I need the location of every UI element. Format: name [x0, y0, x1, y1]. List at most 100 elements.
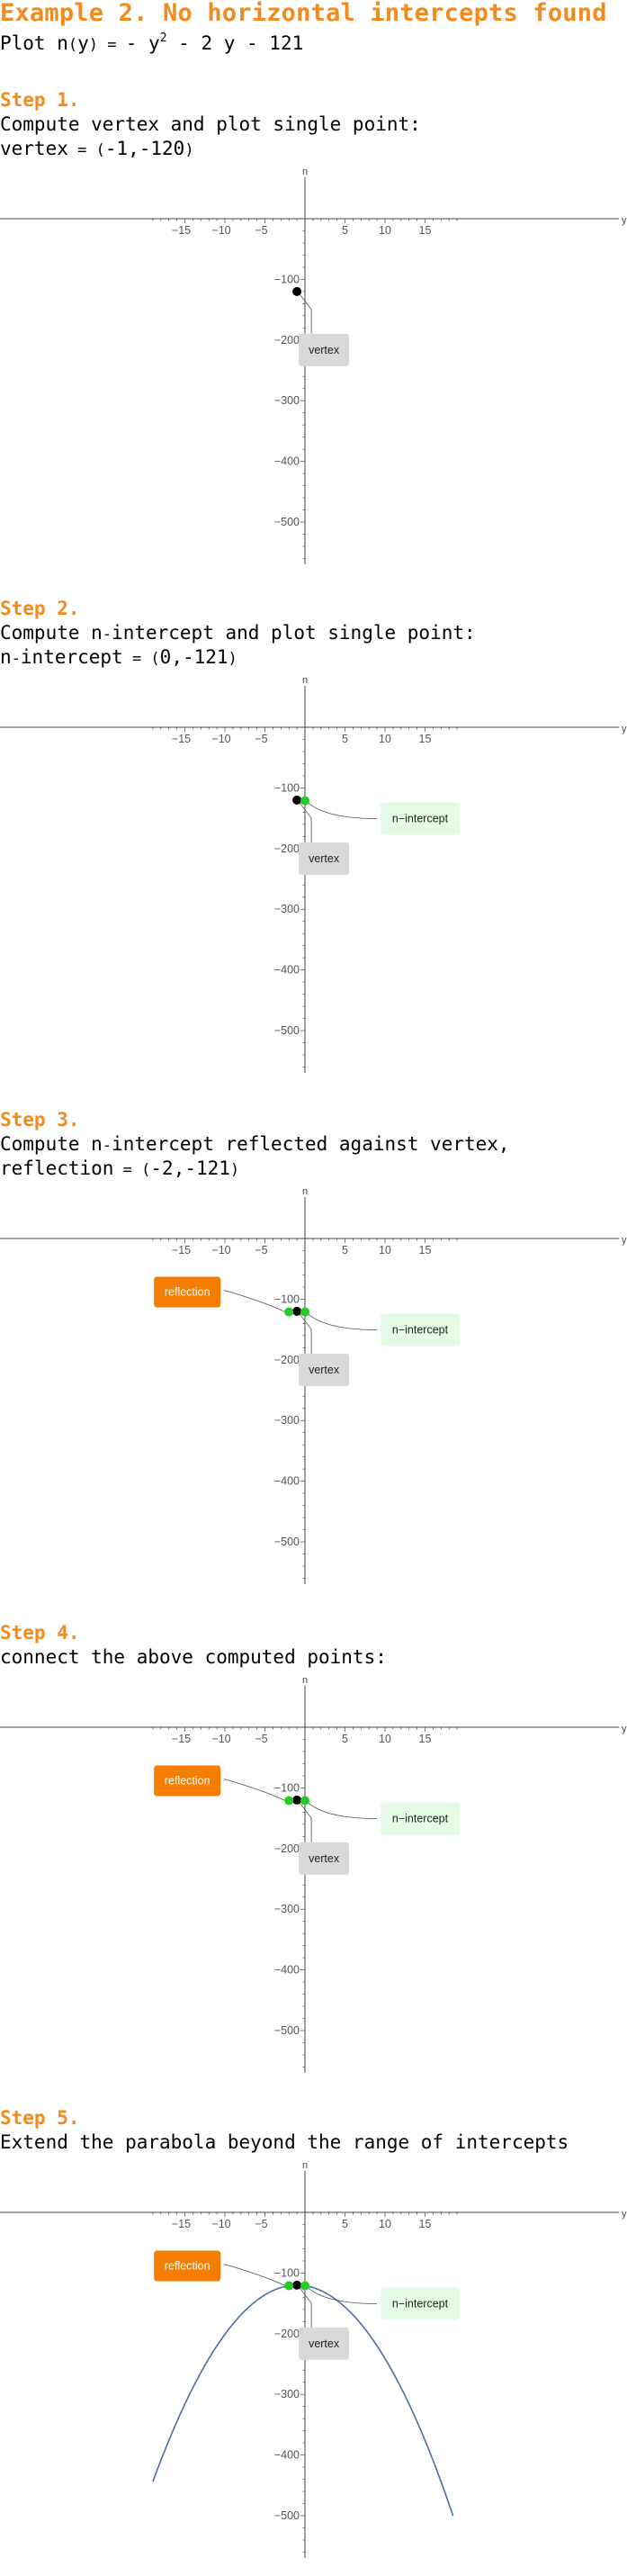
- callout-box: [299, 1842, 350, 1875]
- y-axis-label: n: [302, 2160, 308, 2171]
- y-tick-label: −400: [274, 1475, 300, 1488]
- x-tick-label: 15: [419, 733, 432, 745]
- x-tick-label: −5: [255, 1244, 267, 1256]
- x-tick-label: −15: [172, 224, 191, 237]
- y-tick-label: −500: [274, 2024, 300, 2037]
- plot-prefix: Plot: [0, 32, 58, 54]
- n-intercept-label: n−intercept: [381, 1313, 460, 1347]
- chart: y n −15 −10 −5 5 10 15 −100 −200 −300 −400 −500 verte…: [0, 1186, 627, 1584]
- step-text: Compute n-intercept and plot single poin…: [0, 622, 476, 644]
- y-tick-label: −200: [274, 2328, 300, 2340]
- data-point: [284, 1796, 294, 1806]
- callout-text: vertex: [309, 1364, 340, 1376]
- step-heading: Step 2.: [0, 598, 80, 619]
- data-point: [300, 1307, 309, 1317]
- x-tick-label: 10: [379, 1733, 391, 1745]
- callout-text: n−intercept: [392, 1813, 449, 1825]
- y-tick-label: −300: [274, 394, 300, 407]
- callout-box: [299, 333, 350, 366]
- step-text-part: connect the above computed points:: [0, 1646, 387, 1668]
- vertex-label: vertex: [299, 333, 350, 366]
- callout-leader: [307, 1313, 378, 1330]
- chart: y n −15 −10 −5 5 10 15 −100 −200 −300 −400 −500 verte…: [0, 675, 627, 1073]
- y-tick-label: −300: [274, 1903, 300, 1915]
- y-tick-label: −200: [274, 334, 300, 347]
- y-axis-label: n: [302, 1186, 308, 1197]
- data-point: [292, 286, 302, 296]
- callout-box: [381, 802, 460, 835]
- step-heading: Step 1.: [0, 89, 80, 111]
- chart: y n −15 −10 −5 5 10 15 −100 −200 −300 −400 −500 verte…: [0, 1675, 627, 2073]
- x-axis-label: y: [622, 215, 627, 226]
- reflection-label: reflection: [154, 1765, 221, 1797]
- step-text-part: -: [11, 650, 21, 668]
- step-text-part: 0,-121: [159, 646, 228, 668]
- y-axis-label: n: [302, 167, 308, 177]
- step-text-part: n: [0, 646, 12, 668]
- data-point: [292, 1795, 302, 1805]
- callout-box: [154, 1765, 221, 1797]
- step-text-part: -1,-120: [104, 138, 185, 159]
- vertex-label: vertex: [299, 842, 350, 875]
- x-tick-label: −5: [255, 1733, 267, 1745]
- step-text-part: (: [150, 650, 160, 668]
- step-text-part: -2,-121: [150, 1157, 230, 1179]
- y-tick-label: −200: [274, 1842, 300, 1855]
- chart: y n −15 −10 −5 5 10 15 −100 −200 −300 −400 −500 verte…: [0, 2160, 627, 2558]
- y-tick-label: −500: [274, 2509, 300, 2522]
- callout-text: reflection: [165, 2260, 210, 2273]
- callout-leader: [299, 1313, 312, 1355]
- x-tick-label: 10: [379, 733, 391, 745]
- x-tick-label: −15: [172, 2218, 191, 2230]
- callout-leader: [299, 2287, 312, 2328]
- x-tick-label: 5: [342, 733, 348, 745]
- callout-box: [381, 1802, 460, 1835]
- y-tick-label: −300: [274, 903, 300, 915]
- step-text-part: vertex: [0, 138, 68, 159]
- step-text-part: reflection: [0, 1157, 114, 1179]
- callout-leader: [224, 1290, 286, 1312]
- reflection-label: reflection: [154, 2250, 221, 2282]
- callout-text: vertex: [309, 2337, 340, 2350]
- step-text: Compute vertex and plot single point:: [0, 113, 421, 135]
- equals-sign: =: [98, 36, 126, 54]
- step-text-part: Extend the parabola beyond the range of …: [0, 2131, 569, 2153]
- step-text-part: (: [141, 1161, 151, 1179]
- callout-leader: [224, 2264, 286, 2286]
- step-text: Extend the parabola beyond the range of …: [0, 2131, 569, 2153]
- data-point: [292, 1306, 302, 1316]
- y-tick-label: −100: [274, 781, 300, 794]
- callout-text: vertex: [309, 1852, 340, 1865]
- callout-leader: [307, 802, 378, 819]
- callout-text: n−intercept: [392, 1324, 449, 1337]
- n-intercept-label: n−intercept: [381, 802, 460, 835]
- y-tick-label: −400: [274, 2449, 300, 2462]
- x-tick-label: −10: [211, 224, 230, 237]
- step-text-part: intercept reflected against vertex,: [112, 1133, 510, 1155]
- step-heading: Step 4.: [0, 1622, 80, 1644]
- rhs-leading-term: - y: [125, 32, 160, 54]
- function-name: n: [57, 32, 68, 54]
- data-point: [292, 2280, 302, 2290]
- y-tick-label: −100: [274, 273, 300, 285]
- vertex-label: vertex: [299, 2327, 350, 2360]
- step-text-part: -: [102, 626, 112, 644]
- n-intercept-label: n−intercept: [381, 1802, 460, 1835]
- paren-close: ): [88, 36, 99, 54]
- step-text-part: ): [228, 650, 237, 668]
- x-tick-label: −5: [255, 733, 267, 745]
- y-tick-label: −400: [274, 1964, 300, 1977]
- y-tick-label: −300: [274, 1414, 300, 1427]
- x-tick-label: −10: [211, 733, 230, 745]
- x-tick-label: −10: [211, 1733, 230, 1745]
- data-point: [300, 796, 309, 806]
- callout-leader: [307, 1802, 378, 1819]
- step-text-part: Compute n: [0, 622, 103, 644]
- callout-leader: [299, 802, 312, 843]
- page-title: Example 2. No horizontal intercepts foun…: [0, 0, 607, 27]
- step-text: vertex = (-1,-120): [0, 138, 194, 159]
- callout-box: [381, 2287, 460, 2320]
- x-tick-label: 5: [342, 1244, 348, 1256]
- step-text-part: =: [113, 1161, 142, 1179]
- x-tick-label: 15: [419, 1733, 432, 1745]
